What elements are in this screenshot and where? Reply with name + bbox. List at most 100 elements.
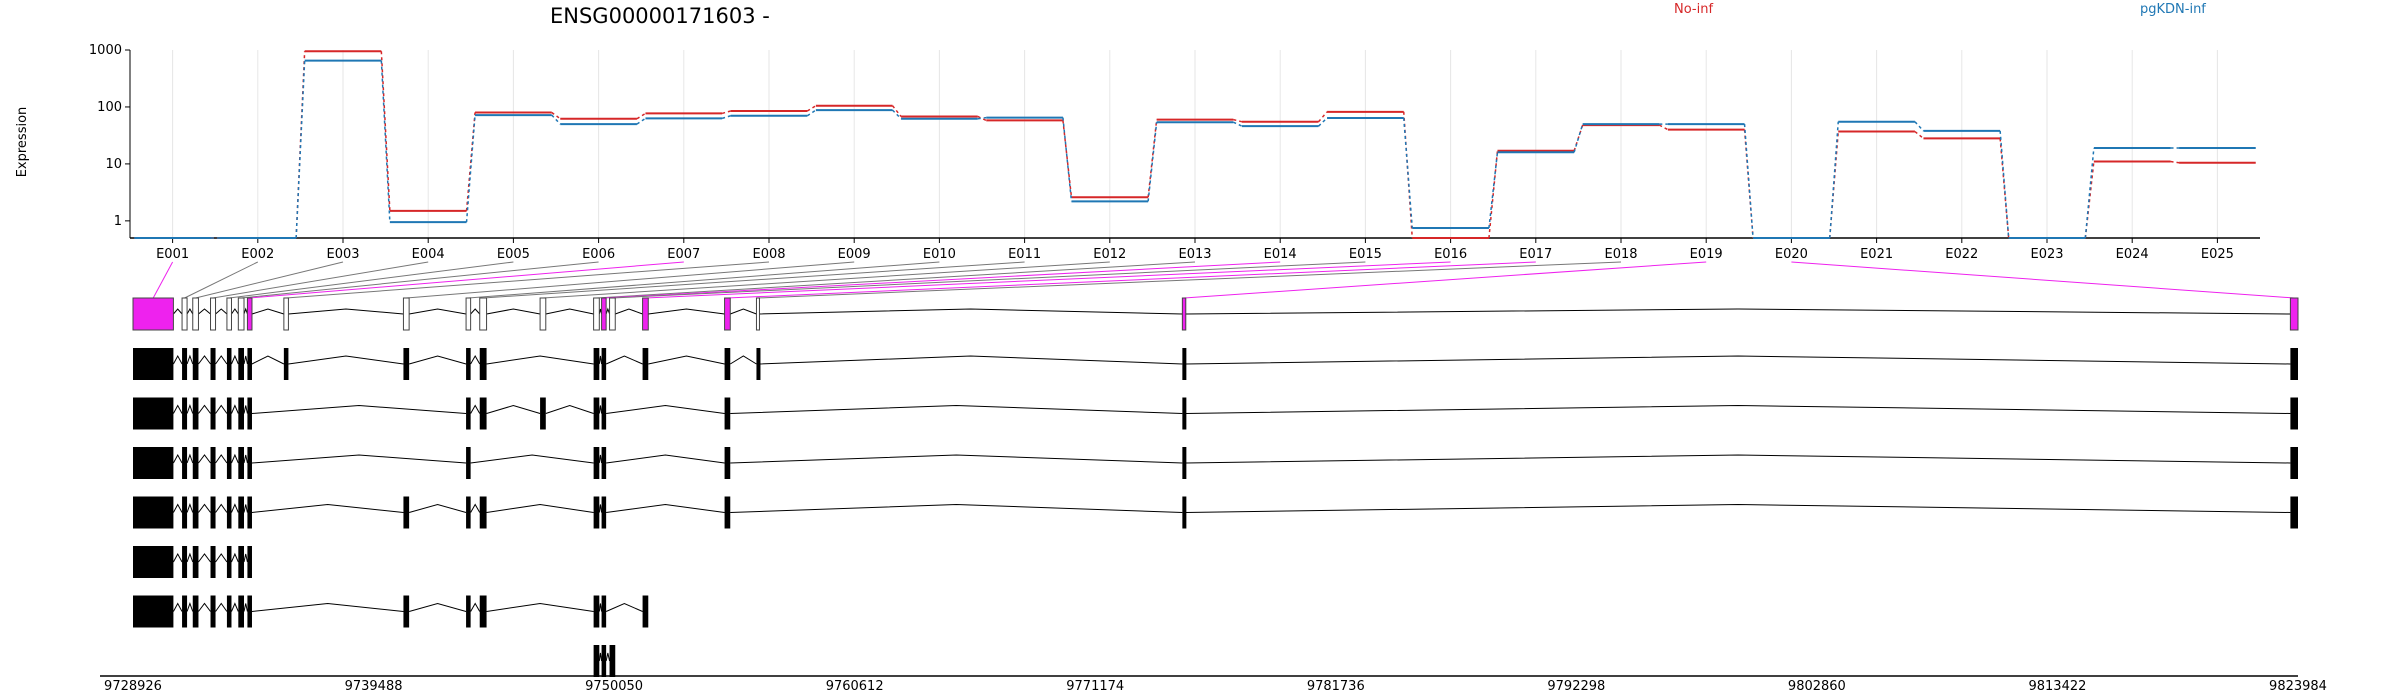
series-no-inf-connector: [1317, 111, 1328, 123]
transcript-5-intron: [186, 552, 194, 563]
transcript-3-exon: [238, 447, 245, 479]
x-tick-label-E013: E013: [1178, 247, 1211, 262]
exon-connector-E011: [483, 261, 1025, 299]
transcript-5-intron: [172, 552, 183, 563]
x-tick-label-E020: E020: [1775, 247, 1808, 262]
transcript-3-intron: [598, 454, 603, 464]
transcript-5-intron: [243, 553, 248, 563]
exon-summary-intron: [1185, 308, 2291, 315]
exon-summary-segment: [724, 297, 731, 331]
exon-connector-E014: [603, 261, 1281, 299]
transcript-6-exon: [182, 595, 188, 628]
transcript-5-intron: [198, 553, 211, 563]
transcript-1-exon: [642, 348, 649, 380]
transcript-1-intron: [198, 355, 211, 365]
coordinate-tick-label: 9760612: [826, 679, 884, 694]
exon-summary-segment: [1181, 297, 1187, 331]
chart-title: ENSG00000171603 -: [550, 4, 770, 28]
x-tick-label-E002: E002: [241, 247, 274, 262]
transcript-2-exon: [601, 397, 607, 430]
series-pgkdn-inf-connector: [1914, 121, 1925, 132]
transcript-2-exon: [2290, 397, 2298, 430]
transcript-2-exon: [210, 397, 216, 430]
transcript-2-intron: [215, 404, 228, 414]
transcript-2-intron: [486, 404, 541, 414]
transcript-6-exon: [466, 595, 471, 628]
transcript-6-intron: [605, 602, 643, 612]
exon-summary-segment: [246, 297, 253, 331]
coordinate-axis: 9728926 9739488 9750050 9760612 9771174 97817…: [100, 675, 2327, 694]
transcript-1-exon: [283, 348, 289, 380]
transcript-2-intron: [470, 404, 481, 414]
transcript-3-intron: [470, 454, 594, 464]
transcript-2-intron: [231, 404, 239, 414]
legend-series-no-inf: No-inf: [1674, 2, 1713, 17]
y-tick-label: 10: [105, 157, 122, 172]
transcript-4-exon: [724, 496, 731, 529]
transcript-5-exon: [247, 546, 252, 578]
transcript-3-exon: [593, 447, 600, 479]
plot-axes: 1 10 100 1000 E001 E002 E003 E004 E005 E006 E007 E0…: [89, 43, 2260, 262]
transcript-4-intron: [730, 503, 1183, 513]
transcript-5-exon: [182, 546, 188, 578]
exon-summary-intron: [186, 307, 194, 315]
series-pgkdn-inf-connector: [977, 116, 987, 120]
transcript-4-exon: [601, 496, 607, 529]
transcript-4-intron: [198, 503, 211, 513]
series-pgkdn-inf-connector: [2084, 147, 2095, 239]
series-no-inf-connector: [1233, 118, 1243, 123]
series-no-inf-connector: [1062, 120, 1073, 198]
x-tick-label-E017: E017: [1519, 247, 1552, 262]
transcript-3-intron: [215, 454, 228, 464]
series-no-inf-connector: [1658, 124, 1669, 131]
transcript-6-intron: [251, 602, 404, 612]
exon-connector-E015: [612, 261, 1366, 299]
transcript-4-exon: [403, 496, 410, 529]
exon-connector-E005: [229, 261, 514, 299]
series-pgkdn-inf-connector: [1828, 121, 1840, 239]
transcript-1-intron: [408, 355, 467, 365]
transcript-4-intron: [215, 503, 228, 513]
series-no-inf-connector: [977, 115, 987, 122]
coordinate-tick-label: 9739488: [345, 679, 403, 694]
transcript-4-intron: [243, 504, 248, 513]
transcript-4-exon: [133, 496, 174, 529]
transcript-1-exon: [756, 348, 761, 380]
transcript-4-exon: [182, 496, 188, 529]
exon-connector-E008: [286, 261, 770, 299]
transcript-2-intron: [251, 404, 467, 414]
series-pgkdn-inf-connector: [1318, 117, 1328, 127]
transcript-4-exon: [226, 496, 232, 529]
series-no-inf-connector: [2170, 160, 2180, 164]
series-no-inf-connector: [1147, 119, 1158, 198]
coordinate-tick-label: 9771174: [1066, 679, 1124, 694]
exon-connector-E007: [249, 261, 684, 299]
transcript-1-exon: [247, 348, 252, 380]
transcript-3-intron: [186, 453, 194, 464]
x-tick-label-E007: E007: [667, 247, 700, 262]
transcript-1-exon: [724, 348, 731, 380]
exon-summary-segment: [642, 297, 649, 331]
exon-summary-intron: [605, 307, 611, 315]
exon-connector-E003: [195, 261, 344, 299]
transcript-1-exon: [593, 348, 600, 380]
exon-connector-E018: [757, 261, 1622, 299]
transcript-1-intron: [730, 355, 757, 365]
transcript-6-intron: [215, 602, 228, 612]
transcript-6-exon: [403, 595, 410, 628]
exon-summary-intron: [231, 308, 239, 315]
transcript-4-exon: [479, 496, 487, 529]
transcript-1-intron: [758, 355, 1183, 365]
exon-summary-intron: [648, 308, 725, 315]
exon-connector-E017: [727, 261, 1536, 299]
transcript-2-exon: [192, 397, 199, 430]
transcript-3-exon: [1182, 447, 1187, 479]
exon-connector-E012: [542, 261, 1110, 299]
transcript-5-exon: [210, 546, 216, 578]
transcript-2-intron: [598, 405, 603, 414]
transcript-3-exon: [466, 447, 471, 479]
transcript-6-intron: [486, 602, 594, 612]
series-no-inf-connector: [380, 51, 391, 211]
y-tick-label: 1: [114, 214, 122, 229]
